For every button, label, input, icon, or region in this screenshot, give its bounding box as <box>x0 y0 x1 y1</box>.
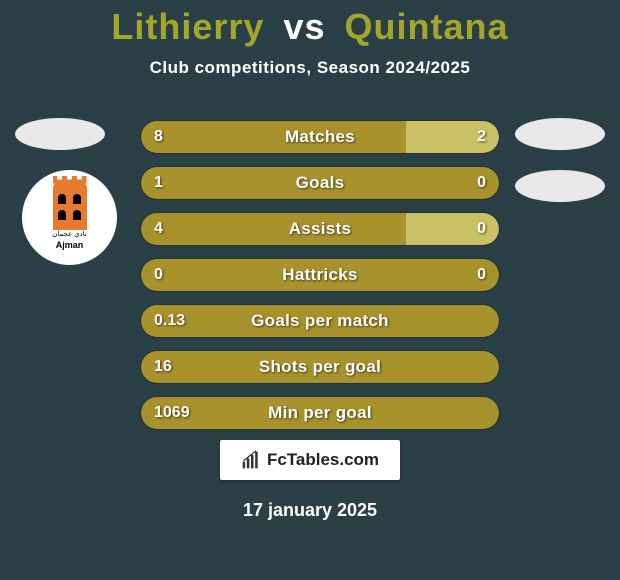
stat-value-left: 0.13 <box>154 304 185 338</box>
watermark: FcTables.com <box>220 440 400 480</box>
stat-label: Matches <box>140 120 500 154</box>
stat-value-right: 2 <box>477 120 486 154</box>
stat-value-left: 1069 <box>154 396 190 430</box>
stat-label: Assists <box>140 212 500 246</box>
stat-row: Assists4 0 <box>140 212 500 246</box>
stat-label: Goals <box>140 166 500 200</box>
stat-row: Goals per match0.13 <box>140 304 500 338</box>
stat-value-left: 0 <box>154 258 163 292</box>
stat-row: Hattricks0 0 <box>140 258 500 292</box>
stat-value-left: 1 <box>154 166 163 200</box>
stat-value-left: 8 <box>154 120 163 154</box>
stat-value-right: 0 <box>477 212 486 246</box>
club-badge-arabic: نادي عجمان <box>35 230 105 238</box>
date-text: 17 january 2025 <box>0 500 620 521</box>
stat-label: Hattricks <box>140 258 500 292</box>
watermark-text: FcTables.com <box>267 450 379 470</box>
club-badge-icon: نادي عجمان Ajman <box>22 170 117 265</box>
stat-label: Goals per match <box>140 304 500 338</box>
player1-name: Lithierry <box>111 6 264 47</box>
page-title: Lithierry vs Quintana <box>0 0 620 48</box>
club-badge-latin: Ajman <box>35 240 105 250</box>
flag-right2-icon <box>515 170 605 202</box>
flag-left-icon <box>15 118 105 150</box>
stat-value-left: 16 <box>154 350 172 384</box>
stat-value-left: 4 <box>154 212 163 246</box>
stat-label: Min per goal <box>140 396 500 430</box>
stat-value-right: 0 <box>477 166 486 200</box>
stat-row: Min per goal1069 <box>140 396 500 430</box>
stat-row: Matches8 2 <box>140 120 500 154</box>
flag-right-icon <box>515 118 605 150</box>
content: Lithierry vs Quintana Club competitions,… <box>0 0 620 580</box>
stat-label: Shots per goal <box>140 350 500 384</box>
stat-row: Shots per goal16 <box>140 350 500 384</box>
stat-value-right: 0 <box>477 258 486 292</box>
subtitle: Club competitions, Season 2024/2025 <box>0 58 620 78</box>
player2-name: Quintana <box>345 6 509 47</box>
stat-row: Goals1 0 <box>140 166 500 200</box>
stats-bars: Matches82Goals10Assists40Hattricks00Goal… <box>140 120 500 442</box>
vs-text: vs <box>283 6 325 47</box>
chart-icon <box>241 450 261 470</box>
